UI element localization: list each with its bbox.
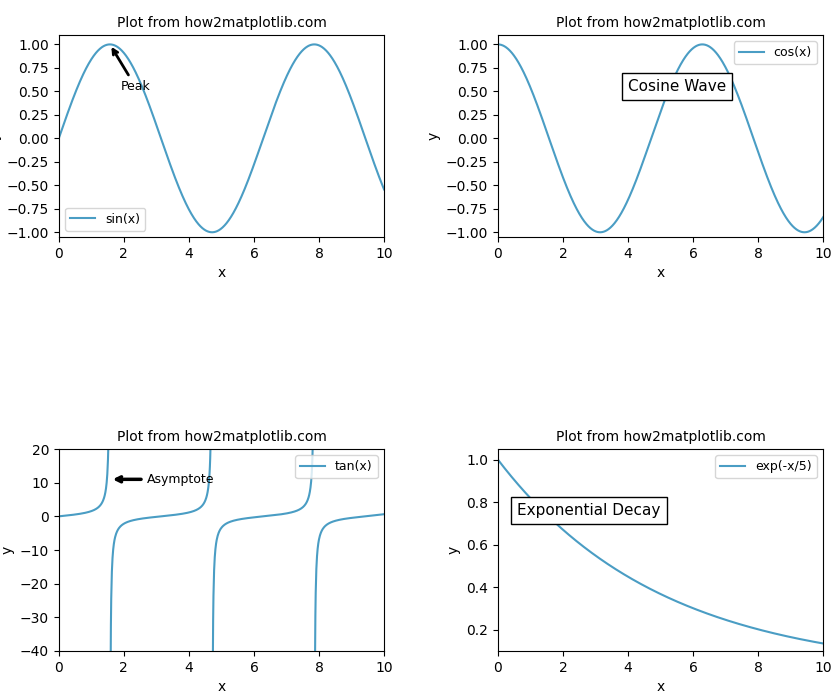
X-axis label: x: x bbox=[656, 266, 664, 280]
exp(-x/5) bbox=[747, 624, 757, 632]
tan(x) bbox=[307, 440, 318, 448]
tan(x) bbox=[87, 507, 97, 515]
exp(-x/5) bbox=[526, 495, 536, 503]
Line: sin(x): sin(x) bbox=[59, 44, 384, 232]
sin(x) bbox=[105, 40, 115, 48]
Title: Plot from how2matplotlib.com: Plot from how2matplotlib.com bbox=[555, 15, 765, 29]
sin(x) bbox=[207, 228, 218, 237]
tan(x) bbox=[186, 508, 196, 516]
sin(x) bbox=[197, 224, 207, 232]
exp(-x/5) bbox=[636, 580, 646, 589]
Y-axis label: y: y bbox=[0, 132, 1, 140]
exp(-x/5) bbox=[717, 614, 727, 622]
tan(x) bbox=[54, 512, 64, 521]
sin(x) bbox=[278, 80, 288, 89]
cos(x) bbox=[818, 213, 828, 221]
Y-axis label: y: y bbox=[426, 132, 440, 140]
exp(-x/5) bbox=[753, 625, 763, 634]
Title: Plot from how2matplotlib.com: Plot from how2matplotlib.com bbox=[555, 430, 765, 444]
sin(x) bbox=[308, 41, 318, 49]
Text: Exponential Decay: Exponential Decay bbox=[517, 503, 661, 518]
cos(x) bbox=[526, 85, 536, 93]
Line: exp(-x/5): exp(-x/5) bbox=[498, 460, 823, 643]
sin(x) bbox=[186, 209, 196, 217]
Y-axis label: y: y bbox=[0, 546, 14, 554]
X-axis label: x: x bbox=[656, 680, 664, 694]
Title: Plot from how2matplotlib.com: Plot from how2matplotlib.com bbox=[117, 430, 327, 444]
tan(x) bbox=[277, 510, 287, 518]
Legend: cos(x): cos(x) bbox=[733, 41, 817, 64]
Line: tan(x): tan(x) bbox=[59, 388, 384, 678]
Title: Plot from how2matplotlib.com: Plot from how2matplotlib.com bbox=[117, 15, 327, 29]
sin(x) bbox=[379, 186, 389, 194]
cos(x) bbox=[637, 162, 647, 170]
exp(-x/5) bbox=[624, 573, 634, 582]
tan(x) bbox=[197, 501, 207, 510]
X-axis label: x: x bbox=[218, 266, 226, 280]
exp(-x/5) bbox=[818, 639, 828, 648]
Legend: exp(-x/5): exp(-x/5) bbox=[716, 455, 817, 478]
Legend: tan(x): tan(x) bbox=[295, 455, 378, 478]
Y-axis label: y: y bbox=[447, 546, 460, 554]
cos(x) bbox=[625, 192, 635, 200]
cos(x) bbox=[747, 130, 757, 138]
tan(x) bbox=[313, 537, 323, 545]
Legend: sin(x): sin(x) bbox=[65, 208, 145, 231]
Text: Cosine Wave: Cosine Wave bbox=[627, 79, 726, 95]
sin(x) bbox=[87, 54, 97, 62]
cos(x) bbox=[753, 147, 763, 155]
cos(x) bbox=[717, 56, 727, 64]
cos(x) bbox=[493, 40, 503, 48]
exp(-x/5) bbox=[493, 456, 503, 464]
Text: Asymptote: Asymptote bbox=[117, 473, 214, 486]
cos(x) bbox=[595, 228, 605, 237]
Text: Peak: Peak bbox=[113, 50, 150, 93]
sin(x) bbox=[314, 41, 324, 50]
X-axis label: x: x bbox=[218, 680, 226, 694]
Line: cos(x): cos(x) bbox=[498, 44, 823, 232]
tan(x) bbox=[379, 510, 389, 519]
sin(x) bbox=[54, 134, 64, 143]
